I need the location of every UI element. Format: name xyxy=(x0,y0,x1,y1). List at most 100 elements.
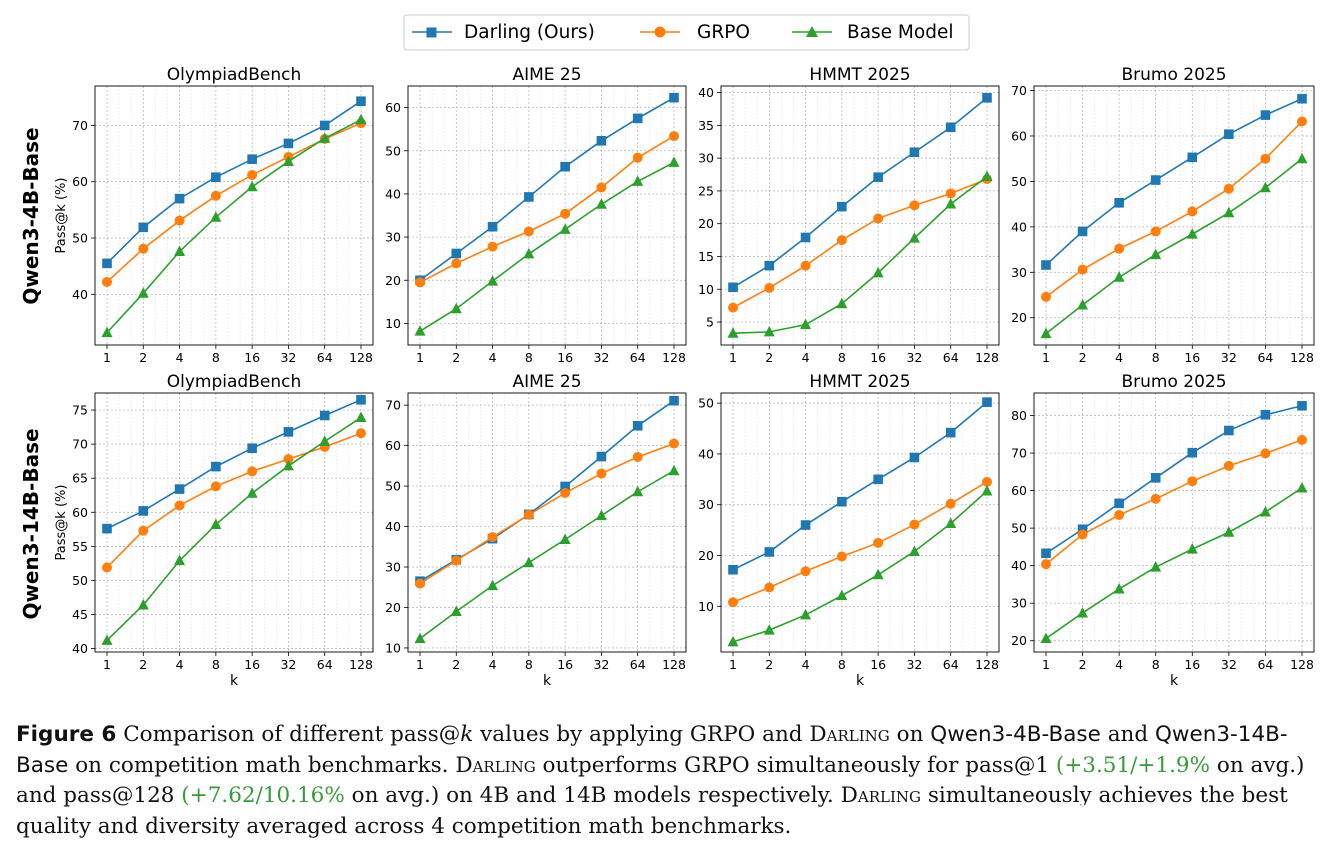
panel-2-brumo-2025: 20 30 40 50 60 70 80 1 2 4 8 16 32 64 128 Brumo 2025 k xyxy=(1011,372,1315,689)
data-point-grpo xyxy=(945,498,956,509)
y-tick-label: 20 xyxy=(385,273,401,288)
y-tick-label: 50 xyxy=(72,573,88,588)
panel-title: HMMT 2025 xyxy=(809,65,910,85)
x-tick-label: 64 xyxy=(943,657,959,672)
x-tick-label: 1 xyxy=(1042,657,1050,672)
y-tick-label: 75 xyxy=(72,403,88,418)
y-tick-label: 20 xyxy=(698,216,714,231)
data-point-grpo xyxy=(1223,460,1234,471)
y-tick-label: 50 xyxy=(1011,174,1027,189)
data-point-darling-ours xyxy=(945,427,956,438)
data-point-darling-ours xyxy=(873,474,883,485)
y-tick-label: 15 xyxy=(698,249,714,264)
data-point-darling-ours xyxy=(1114,498,1124,509)
data-point-grpo xyxy=(560,487,571,498)
y-tick-label: 50 xyxy=(385,143,401,158)
data-point-base-model xyxy=(1077,299,1089,310)
data-point-base-model xyxy=(450,302,462,314)
legend-label-darling: Darling (Ours) xyxy=(464,22,595,43)
series-line-base-model xyxy=(419,470,675,640)
y-tick-label: 20 xyxy=(698,548,714,563)
y-tick-label: 70 xyxy=(72,118,88,133)
x-tick-label: 64 xyxy=(1257,350,1273,365)
data-point-grpo xyxy=(1114,509,1125,520)
data-point-grpo xyxy=(632,451,643,462)
data-point-darling-ours xyxy=(596,136,607,146)
data-point-darling-ours xyxy=(1297,400,1307,411)
x-axis-label: k xyxy=(543,673,552,689)
data-point-darling-ours xyxy=(487,221,498,232)
caption-text-6b: on avg.) xyxy=(1216,752,1305,778)
y-tick-label: 5 xyxy=(706,315,714,330)
x-tick-label: 2 xyxy=(452,657,460,672)
x-tick-label: 2 xyxy=(765,350,773,365)
data-point-grpo xyxy=(1041,291,1051,302)
data-point-grpo xyxy=(415,277,425,288)
data-point-base-model xyxy=(137,287,149,298)
caption-model-14b: Qwen3-14B-Base xyxy=(16,722,1288,778)
caption-text-9: simultaneously achieves the best quality… xyxy=(16,783,1288,839)
x-axis-label: k xyxy=(230,673,239,689)
data-point-base-model xyxy=(282,459,294,471)
panel-1-hmmt-2025: 5 10 15 20 25 30 35 40 1 2 4 8 16 32 64 128 HMMT 2025 xyxy=(698,65,1000,365)
data-point-base-model xyxy=(1113,582,1125,594)
data-point-darling-ours xyxy=(1260,110,1271,120)
data-point-grpo xyxy=(356,428,366,439)
caption-darling-3: Darling xyxy=(840,783,921,808)
data-point-base-model xyxy=(668,156,680,167)
data-point-darling-ours xyxy=(356,395,366,405)
series-line-darling-ours xyxy=(106,100,362,264)
x-tick-label: 1 xyxy=(103,350,111,365)
y-tick-label: 40 xyxy=(72,287,88,302)
data-point-grpo xyxy=(764,582,775,593)
data-point-darling-ours xyxy=(632,113,643,124)
y-tick-label: 10 xyxy=(385,316,401,331)
caption-text-8: on 4B and 14B models respectively. xyxy=(446,783,834,808)
data-point-darling-ours xyxy=(728,282,738,293)
y-tick-label: 70 xyxy=(385,398,401,413)
panel-1-aime-25: 10 20 30 40 50 60 1 2 4 8 16 32 64 128 AIME 25 xyxy=(385,65,687,365)
x-tick-label: 4 xyxy=(802,657,810,672)
data-point-darling-ours xyxy=(669,92,679,103)
data-point-grpo xyxy=(909,200,920,211)
x-tick-label: 16 xyxy=(1184,350,1200,365)
data-point-grpo xyxy=(596,468,607,479)
data-point-grpo xyxy=(210,190,221,201)
series-line-base-model xyxy=(1045,158,1303,335)
data-point-base-model xyxy=(246,180,258,192)
caption-text-6: outperforms GRPO simultaneously for pass… xyxy=(542,752,1050,778)
x-tick-label: 32 xyxy=(906,657,922,672)
caption-label: Figure 6 xyxy=(16,722,117,747)
x-tick-label: 4 xyxy=(176,350,184,365)
data-point-base-model xyxy=(355,411,367,423)
x-tick-label: 8 xyxy=(525,657,533,672)
x-tick-label: 4 xyxy=(1115,657,1123,672)
data-point-base-model xyxy=(246,487,258,498)
x-tick-label: 128 xyxy=(1290,657,1314,672)
data-point-darling-ours xyxy=(283,138,294,149)
data-point-base-model xyxy=(800,608,812,620)
series-line-darling-ours xyxy=(732,97,988,288)
data-point-darling-ours xyxy=(1224,425,1234,436)
legend-item-base: Base Model xyxy=(792,22,953,43)
y-tick-label: 10 xyxy=(698,282,714,297)
data-point-grpo xyxy=(836,235,847,246)
series-line-grpo xyxy=(732,481,988,603)
data-point-base-model xyxy=(908,232,920,243)
y-tick-label: 50 xyxy=(698,396,714,411)
data-point-darling-ours xyxy=(451,248,462,259)
y-tick-label: 30 xyxy=(1011,265,1027,280)
series-line-grpo xyxy=(419,442,675,585)
caption-gain-1: (+3.51/+1.9% xyxy=(1055,752,1211,778)
x-tick-label: 128 xyxy=(975,350,999,365)
x-tick-label: 16 xyxy=(557,350,573,365)
data-point-darling-ours xyxy=(596,451,607,462)
y-tick-label: 70 xyxy=(1011,446,1027,461)
data-point-darling-ours xyxy=(982,397,992,407)
data-point-grpo xyxy=(102,276,112,287)
caption-darling-1: Darling xyxy=(809,722,890,747)
data-point-grpo xyxy=(1260,153,1271,164)
data-point-base-model xyxy=(1223,526,1235,537)
x-tick-label: 16 xyxy=(870,657,886,672)
